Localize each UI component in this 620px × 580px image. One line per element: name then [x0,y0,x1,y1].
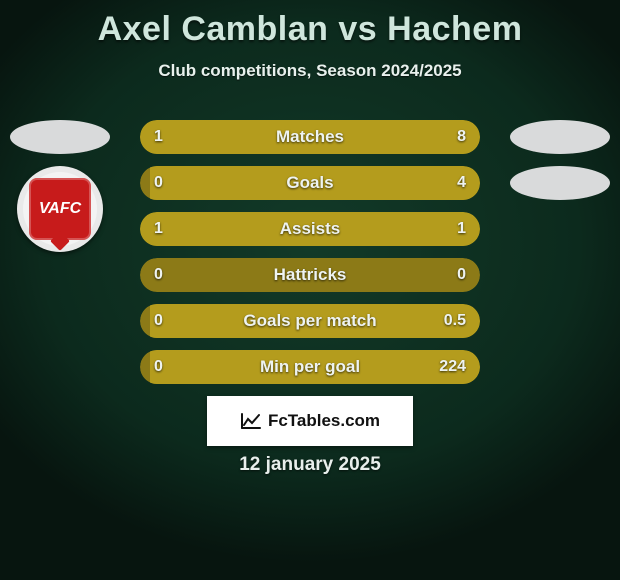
stat-row: 00.5Goals per match [140,304,480,338]
stat-fill-right [177,120,480,154]
stat-fill-right [150,166,480,200]
player-right-column [510,120,610,200]
site-badge: FcTables.com [207,396,413,446]
stat-value-right: 8 [457,120,466,154]
stat-value-right: 224 [439,350,466,384]
player-right-photo-placeholder [510,120,610,154]
stat-value-left: 0 [154,350,163,384]
subtitle: Club competitions, Season 2024/2025 [0,61,620,81]
stat-value-left: 0 [154,166,163,200]
stat-row: 00Hattricks [140,258,480,292]
player-left-photo-placeholder [10,120,110,154]
page-title: Axel Camblan vs Hachem [0,0,620,49]
site-badge-text: FcTables.com [268,411,380,431]
player-left-column: VAFC [10,120,110,252]
player-left-club-badge: VAFC [17,166,103,252]
stat-fill-right [310,212,480,246]
stat-value-right: 0 [457,258,466,292]
stat-fill-right [150,304,480,338]
stat-value-left: 0 [154,304,163,338]
stat-value-right: 0.5 [444,304,466,338]
infographic-root: Axel Camblan vs Hachem Club competitions… [0,0,620,580]
stat-value-right: 4 [457,166,466,200]
chart-icon [240,412,262,430]
stat-row: 11Assists [140,212,480,246]
stat-value-left: 0 [154,258,163,292]
stat-row: 04Goals [140,166,480,200]
player-right-club-placeholder [510,166,610,200]
stat-value-left: 1 [154,212,163,246]
stat-pill-bg [140,258,480,292]
stat-row: 0224Min per goal [140,350,480,384]
stat-value-right: 1 [457,212,466,246]
stat-fill-right [150,350,480,384]
club-badge-label: VAFC [29,178,91,240]
stat-fill-left [140,212,310,246]
date-text: 12 january 2025 [0,454,620,476]
stat-value-left: 1 [154,120,163,154]
stats-area: 18Matches04Goals11Assists00Hattricks00.5… [140,120,480,396]
stat-row: 18Matches [140,120,480,154]
